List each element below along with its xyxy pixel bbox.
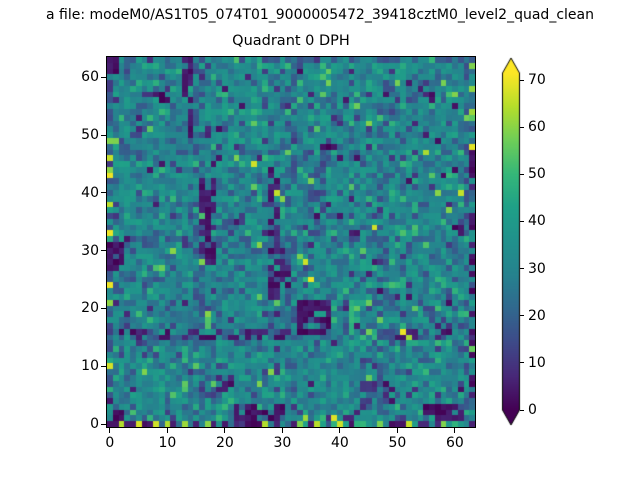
plot-title: Quadrant 0 DPH: [232, 33, 350, 49]
y-tick-label-1: 10: [81, 358, 99, 375]
x-tick-mark-5: [396, 428, 398, 433]
y-tick-mark-5: [101, 134, 106, 136]
colorbar-tick-label-3: 30: [528, 260, 546, 277]
x-tick-mark-2: [224, 428, 226, 433]
y-tick-mark-0: [101, 423, 106, 425]
colorbar-tick-label-6: 60: [528, 119, 546, 136]
colorbar-tick-mark-4: [520, 220, 524, 222]
y-tick-label-2: 20: [81, 300, 99, 317]
heatmap-canvas: [107, 57, 475, 427]
colorbar-tick-mark-5: [520, 173, 524, 175]
x-tick-label-4: 40: [330, 435, 349, 451]
x-tick-label-5: 50: [388, 435, 407, 451]
x-tick-label-1: 10: [158, 435, 177, 451]
plot-frame: [106, 56, 476, 428]
colorbar-tick-mark-6: [520, 126, 524, 128]
colorbar-tick-label-0: 0: [528, 402, 537, 418]
y-tick-label-6: 60: [81, 69, 99, 86]
x-tick-mark-6: [454, 428, 456, 433]
x-tick-mark-1: [166, 428, 168, 433]
y-tick-label-3: 30: [81, 242, 99, 259]
colorbar-tick-mark-3: [520, 268, 524, 270]
y-tick-mark-1: [101, 365, 106, 367]
figure-suptitle: a file: modeM0/AS1T05_074T01_9000005472_…: [46, 7, 594, 23]
y-tick-mark-6: [101, 76, 106, 78]
x-tick-mark-3: [281, 428, 283, 433]
x-tick-mark-0: [109, 428, 111, 433]
y-tick-mark-3: [101, 250, 106, 252]
y-tick-mark-4: [101, 192, 106, 194]
colorbar-tick-mark-7: [520, 79, 524, 81]
x-tick-mark-4: [339, 428, 341, 433]
y-tick-label-4: 40: [81, 184, 99, 201]
colorbar-tick-label-2: 20: [528, 307, 546, 324]
y-tick-label-0: 0: [90, 416, 99, 433]
colorbar-tick-label-7: 70: [528, 72, 546, 89]
colorbar-tick-mark-0: [520, 409, 524, 411]
x-tick-label-0: 0: [105, 435, 115, 451]
colorbar-canvas: [500, 57, 524, 427]
colorbar-tick-label-5: 50: [528, 166, 546, 183]
colorbar-tick-mark-2: [520, 315, 524, 317]
colorbar-tick-mark-1: [520, 362, 524, 364]
x-tick-label-6: 60: [445, 435, 464, 451]
y-tick-mark-2: [101, 307, 106, 309]
y-tick-label-5: 50: [81, 127, 99, 144]
colorbar-tick-label-1: 10: [528, 354, 546, 371]
colorbar-tick-label-4: 40: [528, 213, 546, 230]
x-tick-label-3: 30: [273, 435, 292, 451]
x-tick-label-2: 20: [215, 435, 234, 451]
